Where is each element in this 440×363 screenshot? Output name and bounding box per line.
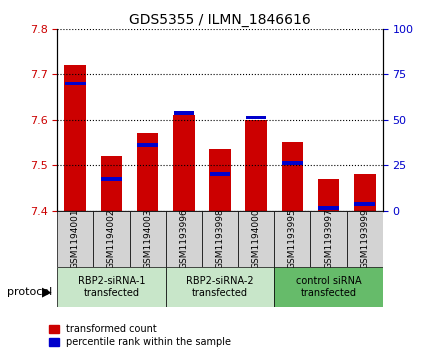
Bar (101, 156, 122, 211)
Bar (282, 143, 303, 211)
Text: protocol: protocol (7, 287, 52, 297)
Text: GSM1193996: GSM1193996 (180, 208, 188, 269)
Bar (354, 202, 375, 205)
Bar (137, 143, 158, 147)
Text: GSM1194002: GSM1194002 (107, 208, 116, 269)
Text: GSM1193999: GSM1193999 (360, 208, 369, 269)
Text: GSM1194000: GSM1194000 (252, 208, 260, 269)
Text: GSM1193998: GSM1193998 (216, 208, 224, 269)
Bar (274, 267, 383, 307)
Bar (137, 133, 158, 211)
Bar (347, 211, 383, 267)
Bar (209, 149, 231, 211)
Legend: transformed count, percentile rank within the sample: transformed count, percentile rank withi… (49, 324, 231, 347)
Bar (101, 177, 122, 181)
Bar (57, 211, 93, 267)
Bar (173, 111, 194, 115)
Text: control siRNA
transfected: control siRNA transfected (296, 276, 361, 298)
Title: GDS5355 / ILMN_1846616: GDS5355 / ILMN_1846616 (129, 13, 311, 26)
Bar (173, 115, 194, 211)
Text: GSM1193995: GSM1193995 (288, 208, 297, 269)
Bar (129, 211, 166, 267)
Text: RBP2-siRNA-1
transfected: RBP2-siRNA-1 transfected (78, 276, 145, 298)
Bar (238, 211, 274, 267)
Bar (246, 116, 267, 119)
Bar (166, 211, 202, 267)
Bar (282, 161, 303, 165)
Text: RBP2-siRNA-2
transfected: RBP2-siRNA-2 transfected (186, 276, 254, 298)
Bar (202, 211, 238, 267)
Text: ▶: ▶ (42, 286, 51, 299)
Bar (274, 211, 311, 267)
Text: GSM1194001: GSM1194001 (71, 208, 80, 269)
Bar (93, 211, 129, 267)
Bar (64, 65, 86, 211)
Bar (210, 172, 230, 176)
Bar (166, 267, 274, 307)
Bar (57, 267, 166, 307)
Bar (65, 82, 86, 85)
Bar (318, 179, 339, 211)
Bar (246, 120, 267, 211)
Text: GSM1194003: GSM1194003 (143, 208, 152, 269)
Text: GSM1193997: GSM1193997 (324, 208, 333, 269)
Bar (318, 207, 339, 210)
Bar (311, 211, 347, 267)
Bar (354, 174, 376, 211)
